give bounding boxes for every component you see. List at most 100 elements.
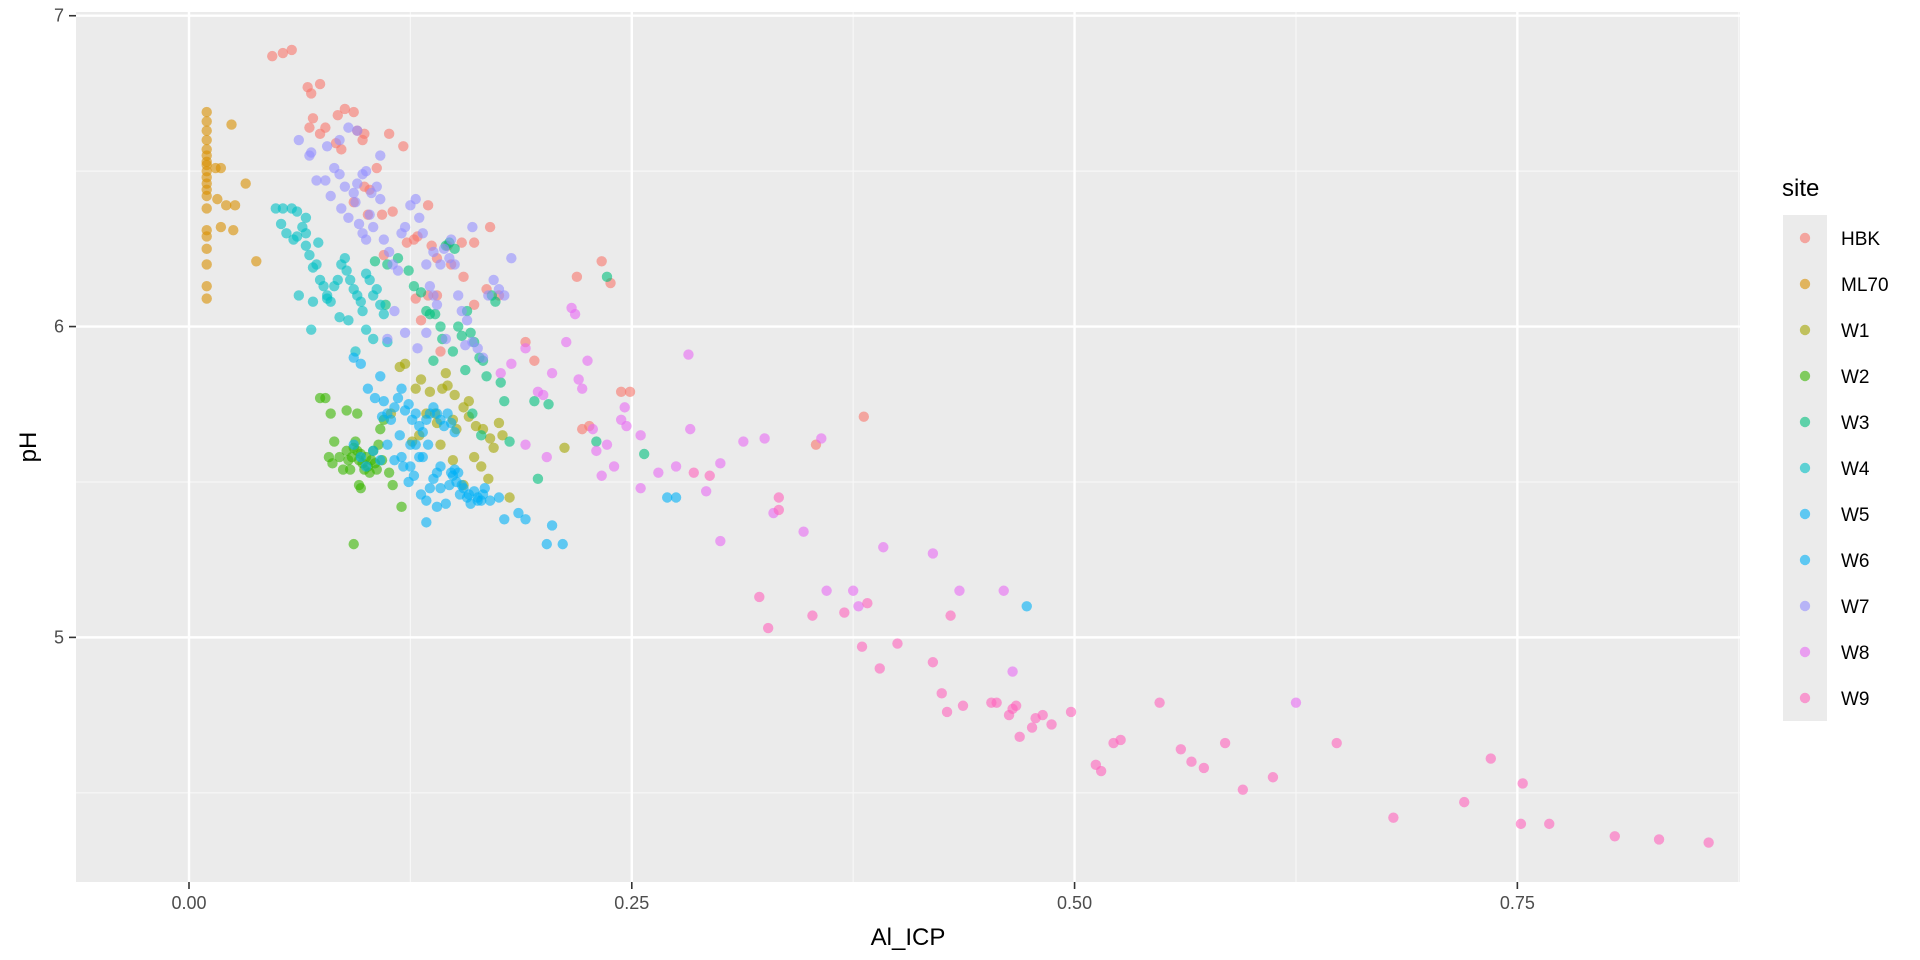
data-point: [360, 461, 372, 472]
data-point: [396, 383, 407, 394]
data-point: [541, 451, 552, 463]
data-point: [334, 169, 345, 180]
data-point: [321, 293, 333, 304]
legend-key: [1799, 324, 1811, 336]
data-point: [348, 106, 359, 118]
data-point: [339, 252, 351, 264]
data-point: [314, 78, 326, 90]
data-point: [467, 221, 478, 233]
data-point: [573, 374, 584, 385]
data-point: [417, 451, 428, 463]
data-point: [360, 324, 372, 335]
data-point: [387, 479, 398, 491]
grid-lines: [76, 12, 1740, 882]
data-point: [635, 430, 646, 441]
legend: site HBK ML70 W1 W2 W3 W4 W5 W6 W7 W8 W9: [1782, 175, 1889, 721]
data-point: [465, 327, 476, 338]
data-point: [754, 591, 765, 603]
data-point: [415, 287, 427, 298]
data-point: [286, 44, 297, 56]
x-axis: 0.00 0.25 0.50 0.75: [171, 882, 1535, 913]
data-point: [858, 411, 870, 422]
data-point: [532, 473, 544, 485]
data-point: [476, 430, 487, 441]
data-point: [383, 128, 395, 140]
data-point: [506, 252, 517, 264]
data-point: [493, 417, 505, 429]
data-point: [348, 538, 359, 550]
data-point: [201, 190, 212, 202]
data-point: [892, 638, 903, 649]
data-point: [392, 265, 404, 276]
data-point: [321, 141, 333, 152]
data-point: [415, 315, 427, 326]
data-point: [821, 585, 832, 596]
data-point: [467, 408, 478, 419]
data-point: [339, 181, 351, 192]
data-point: [357, 134, 368, 146]
data-point: [306, 88, 317, 99]
data-point: [376, 209, 388, 220]
data-point: [1065, 706, 1077, 718]
data-point: [344, 274, 356, 286]
data-point: [201, 125, 212, 136]
data-point: [387, 206, 398, 217]
data-point: [311, 175, 322, 186]
legend-key: [1799, 554, 1811, 566]
data-point: [300, 212, 312, 223]
data-point: [364, 209, 375, 220]
legend-label: W3: [1841, 413, 1870, 434]
data-point: [499, 290, 510, 301]
legend-key: [1799, 370, 1811, 382]
data-point: [293, 134, 305, 146]
data-point: [700, 486, 712, 497]
data-point: [403, 265, 414, 276]
data-point: [410, 193, 421, 205]
data-point: [1388, 812, 1399, 823]
data-point: [275, 218, 287, 230]
data-point: [355, 451, 367, 463]
data-point: [529, 395, 540, 407]
data-point: [215, 221, 227, 233]
data-point: [414, 212, 425, 223]
data-point: [314, 128, 326, 140]
data-point: [762, 622, 774, 634]
legend-label: W8: [1841, 643, 1870, 664]
data-point: [513, 507, 524, 519]
data-point: [591, 436, 602, 447]
x-tick-label: 0.25: [614, 893, 649, 913]
data-point: [355, 482, 367, 494]
data-point: [394, 430, 405, 441]
data-point: [336, 144, 347, 155]
data-point: [367, 445, 379, 457]
data-point: [408, 280, 420, 292]
data-point: [520, 439, 531, 450]
data-point: [493, 492, 505, 503]
data-point: [398, 461, 409, 472]
data-point: [816, 433, 827, 444]
data-point: [1010, 700, 1022, 711]
data-point: [839, 607, 850, 618]
data-point: [378, 395, 390, 407]
data-point: [456, 479, 467, 491]
data-point: [304, 249, 315, 261]
data-point: [468, 237, 480, 248]
x-tick-label: 0.00: [171, 893, 206, 913]
data-point: [334, 451, 345, 463]
data-point: [447, 455, 459, 466]
data-point: [300, 228, 312, 239]
data-point: [1703, 837, 1714, 848]
legend-label: W2: [1841, 367, 1870, 388]
data-point: [477, 352, 489, 363]
data-point: [453, 321, 464, 332]
data-point: [506, 358, 517, 370]
data-point: [488, 274, 499, 286]
data-point: [341, 405, 352, 416]
data-point: [355, 358, 367, 370]
data-point: [619, 402, 630, 413]
data-point: [371, 162, 382, 174]
data-point: [396, 451, 407, 463]
data-point: [497, 430, 508, 441]
data-point: [343, 212, 354, 223]
data-point: [504, 492, 515, 503]
